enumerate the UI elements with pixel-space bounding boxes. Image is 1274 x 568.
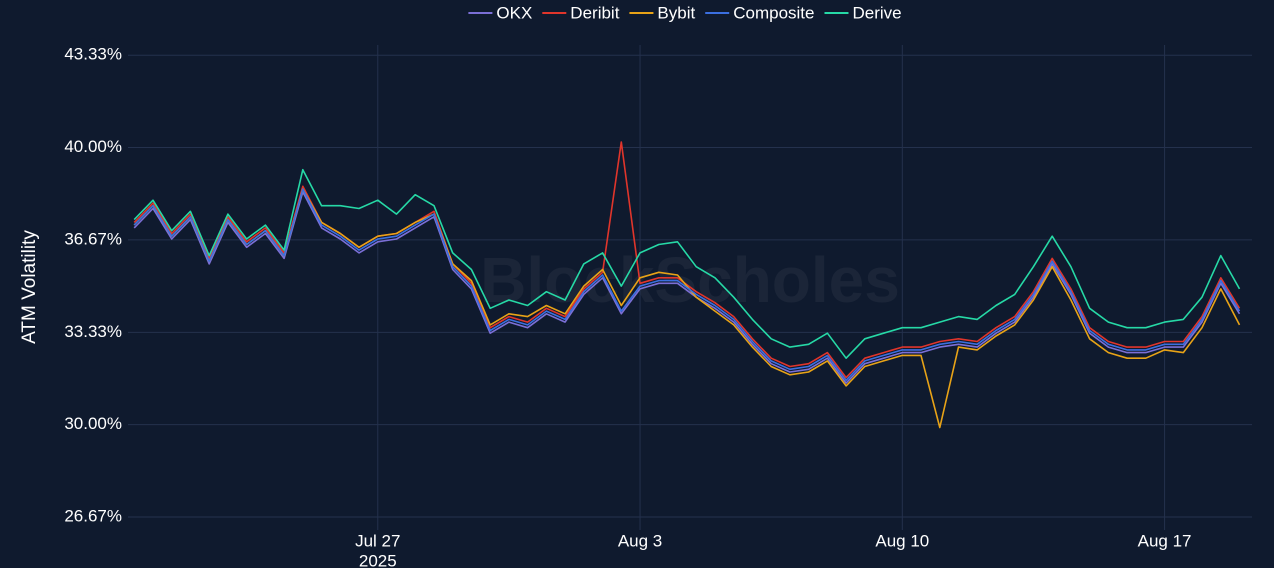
x-tick-label: Aug 10	[875, 531, 929, 550]
x-year-label: 2025	[359, 551, 397, 568]
legend-item[interactable]: Deribit	[542, 3, 620, 22]
y-tick-label: 43.33%	[64, 45, 122, 64]
series-line	[133, 188, 1241, 429]
legend-label[interactable]: Composite	[733, 3, 814, 22]
y-tick-label: 26.67%	[64, 506, 122, 525]
legend-item[interactable]: Bybit	[629, 3, 695, 22]
legend-item[interactable]: Derive	[824, 3, 902, 22]
y-tick-label: 33.33%	[64, 322, 122, 341]
x-tick-label: Aug 17	[1138, 531, 1192, 550]
x-tick-label: Jul 27	[355, 531, 400, 550]
series-line	[133, 191, 1241, 384]
y-tick-label: 36.67%	[64, 229, 122, 248]
series-line	[133, 188, 1241, 382]
y-tick-label: 40.00%	[64, 137, 122, 156]
legend-item[interactable]: OKX	[468, 3, 532, 22]
y-tick-label: 30.00%	[64, 414, 122, 433]
legend-label[interactable]: Bybit	[657, 3, 695, 22]
legend-label[interactable]: Derive	[852, 3, 901, 22]
legend-label[interactable]: OKX	[496, 3, 532, 22]
watermark: BlockScholes	[480, 244, 900, 316]
series-line	[133, 168, 1241, 359]
x-tick-label: Aug 3	[618, 531, 662, 550]
legend-label[interactable]: Deribit	[570, 3, 619, 22]
legend-item[interactable]: Composite	[705, 3, 814, 22]
y-axis-title: ATM Volatility	[19, 230, 40, 344]
